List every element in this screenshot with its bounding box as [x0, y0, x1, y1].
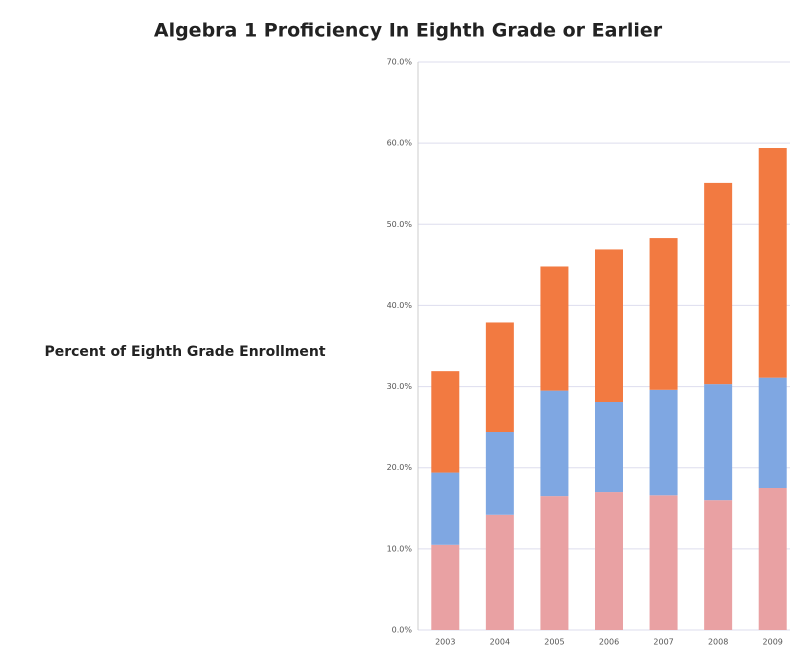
x-tick-label: 2003 [435, 638, 455, 647]
chart-title: Algebra 1 Proficiency In Eighth Grade or… [154, 20, 663, 42]
bar-segment [649, 238, 678, 390]
x-tick-label: 2004 [490, 638, 510, 647]
bar-segment [485, 432, 514, 515]
bar-segment [595, 492, 623, 630]
bar-segment [485, 514, 514, 630]
bar-segment [431, 544, 460, 630]
y-tick-label: 10.0% [387, 544, 413, 553]
bar-segment [649, 389, 678, 496]
bar-segment [595, 401, 623, 493]
y-tick-label: 20.0% [387, 463, 413, 472]
y-tick-label: 0.0% [392, 626, 413, 635]
bar-segment [595, 249, 623, 402]
bar-segment [758, 148, 787, 378]
y-tick-label: 30.0% [387, 382, 413, 391]
bar-segment [704, 384, 733, 501]
y-axis-label: Percent of Eighth Grade Enrollment [44, 344, 325, 360]
bar-segment [704, 500, 733, 630]
bar-segment [431, 371, 460, 473]
bar-segment [758, 377, 787, 488]
x-tick-label: 2009 [763, 638, 783, 647]
x-tick-label: 2006 [599, 638, 619, 647]
y-tick-label: 50.0% [387, 220, 413, 229]
bar-segment [649, 495, 678, 630]
bar-segment [704, 182, 733, 385]
bar-segment [485, 322, 514, 433]
bar-segment [540, 266, 569, 391]
x-tick-label: 2005 [544, 638, 564, 647]
y-tick-label: 70.0% [387, 58, 413, 67]
bar-segment [540, 390, 569, 497]
y-tick-label: 40.0% [387, 301, 413, 310]
x-tick-label: 2007 [653, 638, 673, 647]
bar-segment [431, 472, 460, 545]
x-tick-label: 2008 [708, 638, 728, 647]
y-tick-label: 60.0% [387, 139, 413, 148]
bar-segment [540, 496, 569, 630]
bar-segment [758, 488, 787, 630]
